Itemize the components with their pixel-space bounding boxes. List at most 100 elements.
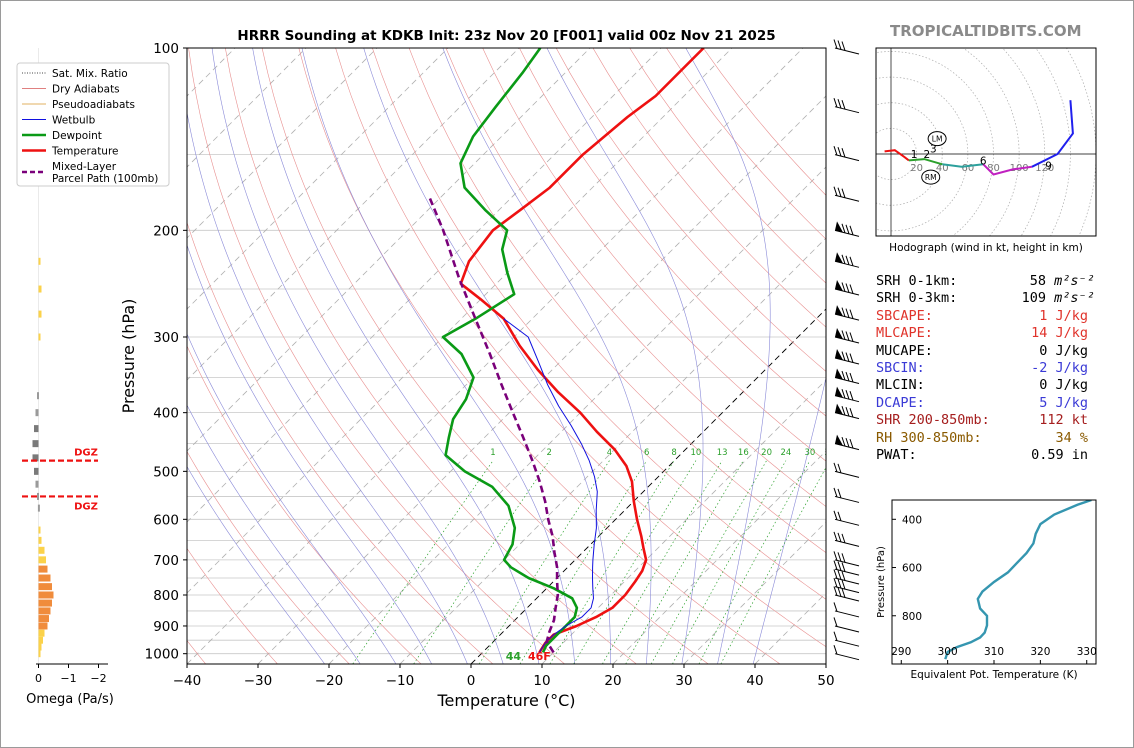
moist-adiabat [752, 376, 826, 664]
stat-row: SRH 0-3km: 109 m²s⁻² [876, 290, 1095, 307]
stat-unit: m²s⁻² [1046, 273, 1095, 289]
legend-label: Wetbulb [52, 115, 96, 127]
wind-barb [833, 510, 860, 526]
stat-label: SBCIN: [876, 360, 925, 376]
stat-label: RH 300-850mb: [876, 429, 982, 446]
x-tick-label: 10 [533, 673, 550, 689]
stat-value: 112 kt [1039, 412, 1088, 429]
wind-barb [833, 145, 860, 162]
mixing-ratio-label: 10 [690, 448, 701, 458]
theta-e-xtick-label: 300 [938, 646, 958, 658]
dry-adiabat [187, 450, 350, 664]
omega-bar [35, 409, 39, 417]
stat-label: DCAPE: [876, 394, 925, 411]
legend: Sat. Mix. Ratio Dry Adiabats Pseudoadiabat… [16, 62, 170, 187]
isotherm-line [187, 48, 449, 310]
legend-label: Parcel Path (100mb) [52, 173, 158, 185]
wind-barb [833, 645, 860, 661]
series-wetbulb-line [503, 318, 598, 653]
wind-barb [833, 462, 860, 478]
mixing-ratio-line [625, 460, 744, 664]
mixing-ratio-line [478, 460, 610, 664]
stat-row: RH 300-850mb: 34 % [876, 430, 1088, 447]
omega-bar [34, 425, 39, 433]
wind-barb [833, 186, 860, 202]
moist-adiabat [187, 110, 468, 664]
dry-adiabat [592, 48, 826, 328]
stat-label: SRH 0-3km: [876, 290, 958, 307]
stat-value: 0 J/kg [1039, 377, 1088, 394]
mixing-ratio-label: 1 [490, 448, 495, 458]
x-tick-label: 40 [746, 673, 763, 689]
omega-bar [37, 492, 39, 500]
y-axis-label: Pressure (hPa) [119, 299, 138, 414]
stat-row: MLCIN: 0 J/kg [876, 377, 1088, 394]
dry-adiabat [261, 48, 709, 664]
stat-row: MLCAPE: 14 J/kg [876, 325, 1088, 342]
stat-label: SRH 0-1km: [876, 273, 958, 289]
legend-label: Pseudoadiabats [52, 99, 135, 111]
stat-label: SHR 200-850mb: [876, 412, 990, 429]
mixing-ratio-line [672, 460, 787, 664]
isotherm-line [187, 48, 307, 168]
series-dewpoint-line [441, 48, 579, 653]
stat-label: PWAT: [876, 447, 917, 463]
stat-value: 0.59 in [1031, 447, 1088, 463]
mixing-ratio-line [650, 460, 767, 664]
omega-bar [38, 629, 45, 637]
isotherm-line [470, 308, 826, 664]
wind-barb [833, 577, 860, 594]
dry-adiabat [298, 48, 781, 664]
dry-adiabat [445, 48, 826, 507]
hodo-ring-label: 40 [936, 163, 949, 174]
wind-barb [834, 368, 860, 385]
hodograph-frame [875, 47, 1097, 237]
y-tick-label: 1000 [145, 647, 179, 663]
stat-row: DCAPE: 5 J/kg [876, 395, 1088, 412]
omega-bar [38, 536, 42, 544]
stat-row: SBCAPE: 1 J/kg [876, 308, 1088, 325]
stat-value: 5 J/kg [1039, 394, 1088, 411]
dry-adiabat [187, 345, 422, 664]
wind-barb [834, 280, 860, 296]
hodo-ring-label: 80 [987, 163, 1000, 174]
legend-label: Temperature [51, 146, 119, 158]
mixing-ratio-line [519, 460, 648, 664]
wind-barb [834, 403, 860, 420]
skewt-plot-area: 1 2 4 6 8 10 13 16 20 24 30 36 [187, 48, 826, 664]
mixing-ratio-line [602, 460, 723, 664]
omega-bar [38, 615, 49, 623]
wind-barb [833, 569, 860, 585]
hodo-height-label: 9 [1045, 160, 1052, 172]
hodo-height-label: 3 [930, 144, 937, 156]
wind-barb [833, 631, 860, 647]
theta-e-xtick-label: 320 [1030, 646, 1050, 658]
storm-motion-marker [927, 131, 947, 147]
mixing-ratio-label: 4 [607, 448, 612, 458]
hodo-ring-label: 20 [910, 163, 923, 174]
dry-adiabat [188, 48, 565, 664]
mixing-ratio-label: 8 [671, 448, 676, 458]
omega-bar [38, 591, 54, 599]
mixing-ratio-label: 16 [738, 448, 749, 458]
wind-barb [833, 586, 860, 602]
moist-adiabat [187, 333, 397, 664]
x-tick-label: 0 [467, 673, 476, 689]
theta-e-xtick-label: 310 [984, 646, 1004, 658]
isotherm-line [187, 48, 591, 452]
y-tick-label: 300 [153, 330, 179, 346]
storm-motion-marker [921, 169, 941, 185]
omega-bar [38, 650, 41, 658]
omega-bar [38, 546, 45, 554]
omega-bar [38, 333, 41, 341]
legend-label: Mixed-Layer [52, 161, 117, 173]
y-tick-label: 500 [153, 464, 179, 480]
omega-bar [38, 526, 41, 534]
omega-bar [38, 636, 43, 644]
omega-bar [38, 643, 42, 651]
wind-barb [834, 434, 860, 451]
omega-bar [38, 257, 41, 265]
legend-label: Dewpoint [52, 130, 102, 142]
isotherm-line [612, 450, 826, 664]
isotherm-line [187, 48, 662, 523]
